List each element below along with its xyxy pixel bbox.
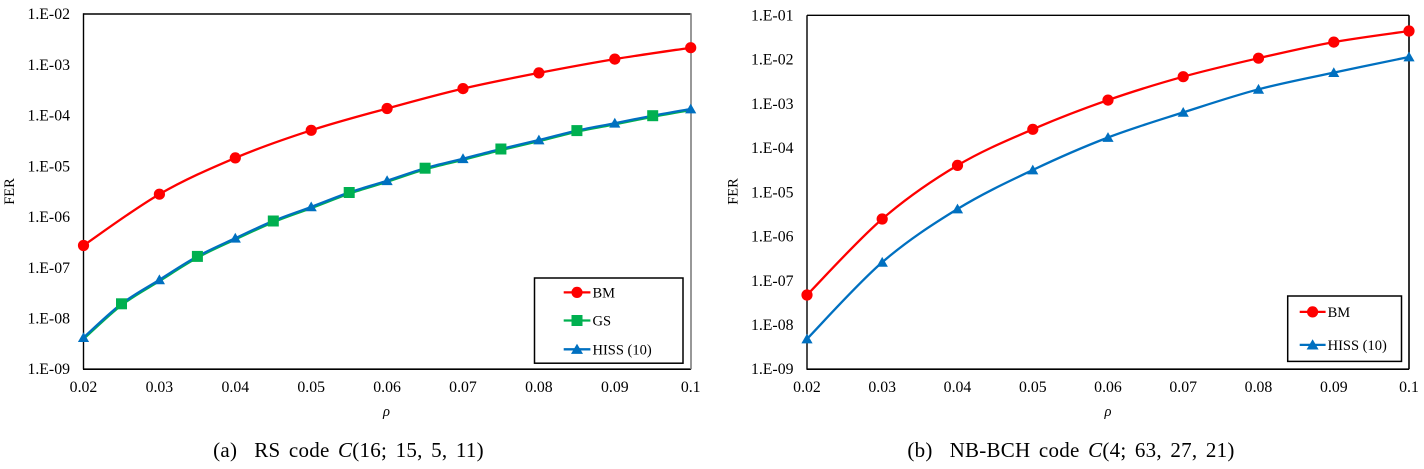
svg-text:1.E-06: 1.E-06 (27, 209, 70, 226)
svg-text:1.E-09: 1.E-09 (27, 361, 70, 378)
svg-text:1.E-03: 1.E-03 (751, 96, 794, 113)
svg-text:0.05: 0.05 (1019, 379, 1047, 396)
svg-text:0.04: 0.04 (944, 379, 972, 396)
svg-text:0.06: 0.06 (373, 379, 401, 396)
svg-text:0.05: 0.05 (297, 379, 325, 396)
svg-text:FER: FER (2, 178, 18, 205)
svg-text:BM: BM (593, 285, 616, 301)
svg-text:0.08: 0.08 (1245, 379, 1273, 396)
svg-text:0.07: 0.07 (449, 379, 477, 396)
svg-text:1.E-01: 1.E-01 (751, 8, 794, 25)
svg-text:1.E-06: 1.E-06 (751, 229, 794, 246)
svg-text:0.03: 0.03 (146, 379, 174, 396)
svg-text:0.08: 0.08 (525, 379, 553, 396)
svg-text:FER: FER (726, 178, 742, 205)
svg-text:1.E-07: 1.E-07 (27, 260, 70, 277)
svg-text:0.09: 0.09 (1320, 379, 1348, 396)
svg-text:0.02: 0.02 (793, 379, 821, 396)
svg-text:HISS (10): HISS (10) (593, 342, 652, 358)
svg-text:HISS (10): HISS (10) (1328, 338, 1387, 354)
svg-text:1.E-03: 1.E-03 (27, 57, 70, 74)
svg-text:1.E-04: 1.E-04 (751, 140, 794, 157)
svg-text:ρ: ρ (382, 404, 390, 420)
svg-text:(b) NB-BCH code C(4; 63, 27,: (b) NB-BCH code C(4; 63, 27, 21) (907, 438, 1234, 462)
svg-text:BM: BM (1328, 305, 1351, 321)
svg-text:0.04: 0.04 (221, 379, 249, 396)
svg-text:0.09: 0.09 (601, 379, 629, 396)
svg-text:1.E-05: 1.E-05 (27, 158, 70, 175)
svg-text:0.06: 0.06 (1094, 379, 1122, 396)
svg-text:1.E-08: 1.E-08 (751, 317, 794, 334)
svg-text:GS: GS (593, 314, 612, 330)
svg-text:1.E-02: 1.E-02 (751, 52, 794, 69)
svg-text:1.E-08: 1.E-08 (27, 311, 70, 328)
svg-text:0.1: 0.1 (1399, 379, 1419, 396)
svg-text:1.E-02: 1.E-02 (27, 6, 70, 23)
svg-text:1.E-04: 1.E-04 (27, 108, 70, 125)
svg-text:0.07: 0.07 (1169, 379, 1197, 396)
svg-text:0.03: 0.03 (868, 379, 896, 396)
svg-text:1.E-07: 1.E-07 (751, 273, 794, 290)
svg-text:0.1: 0.1 (681, 379, 701, 396)
svg-text:1.E-09: 1.E-09 (751, 361, 794, 378)
svg-text:(a) RS code C(16; 15, 5, 11): (a) RS code C(16; 15, 5, 11) (213, 438, 484, 462)
svg-text:ρ: ρ (1104, 404, 1112, 420)
svg-text:1.E-05: 1.E-05 (751, 184, 794, 201)
svg-text:0.02: 0.02 (70, 379, 98, 396)
